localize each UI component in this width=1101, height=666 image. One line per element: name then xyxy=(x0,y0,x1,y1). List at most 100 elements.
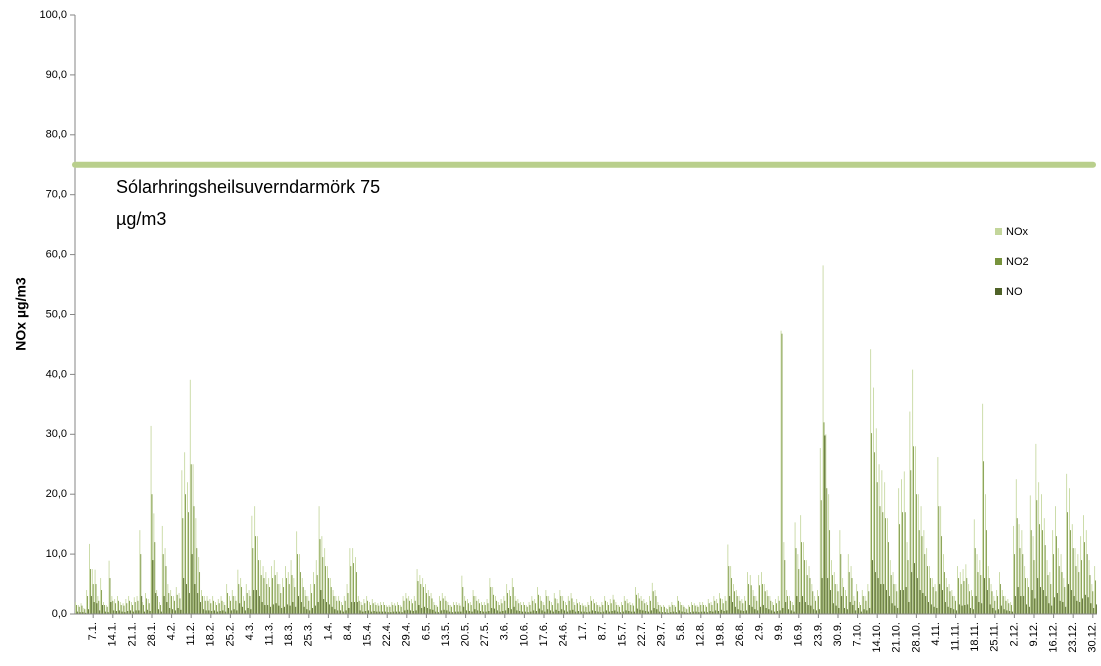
x-tick-label: 8.4. xyxy=(342,622,354,640)
bar xyxy=(787,596,789,614)
bar xyxy=(665,608,667,614)
bar xyxy=(427,590,429,614)
bar xyxy=(865,600,867,614)
bar xyxy=(309,610,311,614)
bar xyxy=(333,596,335,614)
bar xyxy=(192,464,194,614)
bar xyxy=(1013,525,1014,614)
bar xyxy=(732,602,733,614)
bar xyxy=(795,548,797,614)
x-tick-label: 15.4. xyxy=(362,622,374,646)
bar xyxy=(1089,575,1091,614)
bar xyxy=(1085,530,1087,614)
y-tick-label: 70,0 xyxy=(46,189,67,201)
bar xyxy=(554,598,556,614)
bar xyxy=(232,596,234,614)
bar xyxy=(243,600,245,614)
bar xyxy=(801,542,803,614)
bar xyxy=(879,506,881,614)
bar xyxy=(1054,597,1055,614)
bar xyxy=(1023,596,1025,614)
bar xyxy=(302,587,304,614)
bar xyxy=(663,605,664,614)
bar xyxy=(416,569,418,614)
bar xyxy=(212,596,214,614)
bar xyxy=(380,602,382,614)
bar xyxy=(997,596,999,614)
bar xyxy=(387,612,389,614)
bar xyxy=(331,606,333,614)
bar xyxy=(440,610,442,614)
x-tick-label: 30.9. xyxy=(832,622,844,646)
bar xyxy=(820,500,822,614)
bar xyxy=(106,606,108,614)
bar xyxy=(97,596,99,614)
bar xyxy=(407,609,409,614)
bar xyxy=(288,584,290,614)
bar xyxy=(472,590,474,614)
bar xyxy=(568,600,570,614)
bar xyxy=(102,605,103,614)
bar xyxy=(625,610,627,614)
bar xyxy=(1011,605,1013,614)
bar xyxy=(1035,443,1037,614)
bar xyxy=(111,596,113,614)
bar xyxy=(191,554,193,614)
bar xyxy=(781,333,783,614)
bar xyxy=(930,604,932,614)
bar xyxy=(182,518,184,614)
bar xyxy=(246,593,248,614)
bar xyxy=(707,599,709,614)
bar xyxy=(250,609,252,614)
bar xyxy=(1032,536,1034,614)
bar xyxy=(169,608,171,614)
bar xyxy=(809,578,811,614)
bar xyxy=(823,422,825,614)
bar xyxy=(982,403,984,614)
bar xyxy=(284,606,285,614)
bar xyxy=(669,606,671,614)
bar xyxy=(592,610,593,614)
bar xyxy=(312,608,313,614)
x-tick-label: 16.9. xyxy=(793,622,805,646)
bar xyxy=(419,575,421,614)
bar xyxy=(549,600,551,614)
bar xyxy=(971,590,972,614)
bar xyxy=(492,587,494,614)
bar xyxy=(396,611,397,614)
bar xyxy=(91,569,93,614)
bar xyxy=(970,608,971,614)
legend-label: NOx xyxy=(1006,226,1029,238)
bar xyxy=(457,611,459,614)
bar xyxy=(253,590,255,614)
x-tick-label: 23.9. xyxy=(812,622,824,646)
bar xyxy=(453,605,455,614)
bar xyxy=(771,610,773,614)
x-tick-label: 8.7. xyxy=(597,622,609,640)
bar xyxy=(885,518,887,614)
bar xyxy=(251,515,253,614)
bar xyxy=(355,557,356,614)
bar xyxy=(336,600,338,614)
bar xyxy=(743,611,745,614)
bar xyxy=(587,602,589,614)
bar xyxy=(490,587,492,614)
bar xyxy=(1006,610,1008,614)
bar xyxy=(221,600,223,614)
bar xyxy=(370,611,372,614)
bar xyxy=(510,609,512,614)
bar xyxy=(207,600,209,614)
bar xyxy=(337,610,339,614)
bar xyxy=(606,610,607,614)
bar xyxy=(913,446,915,614)
bar xyxy=(434,605,436,614)
bar xyxy=(854,600,856,614)
bar xyxy=(996,590,998,614)
bar xyxy=(552,611,554,614)
bar xyxy=(371,599,373,614)
bar xyxy=(129,600,131,614)
bar xyxy=(412,611,414,614)
bar xyxy=(533,610,535,614)
x-tick-label: 16.12. xyxy=(1048,622,1060,653)
